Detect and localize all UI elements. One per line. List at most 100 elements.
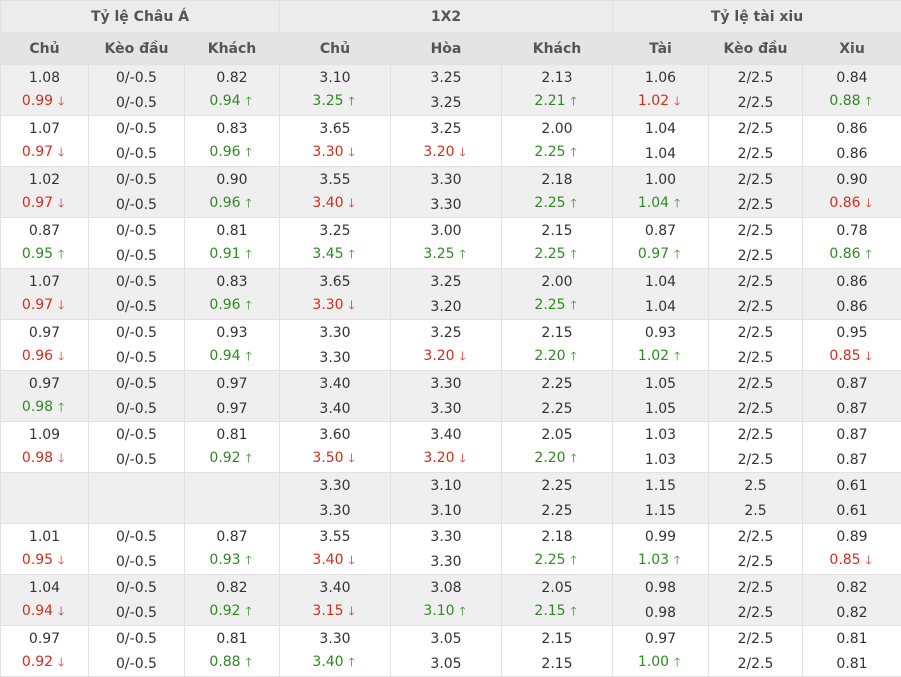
odds-value: 0.93 [645, 325, 676, 341]
arrow-down-icon: 🡓 [55, 653, 67, 674]
odds-value: 2/2.5 [738, 299, 774, 315]
odds-cell: 0.96🡑 [185, 141, 280, 167]
odds-cell [1, 473, 89, 499]
odds-cell: 2.25🡑 [502, 294, 613, 320]
arrow-up-icon: 🡑 [243, 245, 255, 266]
odds-value: 2/2.5 [738, 350, 774, 366]
odds-cell: 0.87 [1, 218, 89, 244]
odds-cell: 2/2.5 [709, 600, 803, 626]
odds-cell: 1.04 [1, 575, 89, 601]
odds-value: 3.30 [430, 172, 461, 188]
odds-value: 0/-0.5 [116, 656, 157, 672]
odds-value: 0.82 [836, 580, 867, 596]
odds-cell: 3.25🡑 [280, 90, 391, 116]
odds-cell: 3.20🡓 [391, 345, 502, 371]
odds-value: 3.30 [430, 554, 461, 570]
odds-value: 2/2.5 [738, 529, 774, 545]
odds-cell: 0.87 [803, 447, 901, 473]
arrow-down-icon: 🡓 [55, 92, 67, 113]
odds-value: 3.30 [319, 325, 350, 341]
odds-cell: 0/-0.5 [89, 141, 185, 167]
odds-cell: 2/2.5 [709, 575, 803, 601]
odds-cell: 2/2.5 [709, 269, 803, 295]
odds-cell: 2/2.5 [709, 90, 803, 116]
odds-value: 0.97 [29, 376, 60, 392]
odds-value: 0.87 [216, 529, 247, 545]
arrow-up-icon: 🡑 [243, 143, 255, 164]
odds-cell: 1.02🡓 [613, 90, 709, 116]
odds-value: 1.04 [29, 580, 60, 596]
odds-cell: 0.97🡓 [1, 192, 89, 218]
odds-cell: 1.00🡑 [613, 651, 709, 677]
odds-value: 1.04 [645, 274, 676, 290]
odds-value: 0.97 [645, 631, 676, 647]
odds-value: 3.08 [430, 580, 461, 596]
arrow-down-icon: 🡓 [55, 296, 67, 317]
odds-value: 1.04 [645, 146, 676, 162]
odds-cell: 0.86 [803, 116, 901, 142]
odds-cell: 0.94🡓 [1, 600, 89, 626]
odds-cell: 2/2.5 [709, 116, 803, 142]
odds-cell: 2/2.5 [709, 167, 803, 193]
odds-value: 2/2.5 [738, 401, 774, 417]
odds-value: 3.40 [319, 580, 350, 596]
arrow-down-icon: 🡓 [346, 449, 358, 470]
odds-cell: 0.85🡓 [803, 549, 901, 575]
odds-value: 3.55 [319, 172, 350, 188]
odds-value: 2.18 [541, 172, 572, 188]
column-header-row: Chủ Kèo đầu Khách Chủ Hòa Khách Tài Kèo … [1, 33, 901, 65]
odds-cell: 2/2.5 [709, 422, 803, 448]
odds-value: 2.15 [541, 631, 572, 647]
odds-value: 0.61 [836, 478, 867, 494]
odds-cell: 0.83 [185, 269, 280, 295]
odds-cell: 3.55 [280, 167, 391, 193]
odds-value: 3.30 [430, 376, 461, 392]
odds-cell: 1.03 [613, 447, 709, 473]
odds-cell: 3.30 [391, 192, 502, 218]
odds-cell: 3.40🡑 [280, 651, 391, 677]
odds-value: 3.10 [423, 603, 454, 619]
odds-cell: 0.98🡓 [1, 447, 89, 473]
arrow-up-icon: 🡑 [671, 347, 683, 368]
odds-cell: 0/-0.5 [89, 396, 185, 422]
odds-cell [185, 498, 280, 524]
arrow-up-icon: 🡑 [243, 449, 255, 470]
odds-cell [185, 473, 280, 499]
odds-cell: 3.25 [391, 269, 502, 295]
odds-value: 0.99 [645, 529, 676, 545]
arrow-up-icon: 🡑 [671, 551, 683, 572]
arrow-down-icon: 🡓 [346, 296, 358, 317]
odds-cell: 0.95 [803, 320, 901, 346]
arrow-down-icon: 🡓 [863, 194, 875, 215]
odds-cell: 1.09 [1, 422, 89, 448]
odds-value: 3.60 [319, 427, 350, 443]
odds-cell: 2.05 [502, 422, 613, 448]
odds-value: 0.78 [836, 223, 867, 239]
odds-cell: 1.02🡑 [613, 345, 709, 371]
arrow-down-icon: 🡓 [55, 143, 67, 164]
odds-cell: 0.99🡓 [1, 90, 89, 116]
arrow-up-icon: 🡑 [346, 245, 358, 266]
odds-value: 1.03 [645, 427, 676, 443]
odds-cell: 0.81 [803, 626, 901, 652]
group-header-over-under: Tỷ lệ tài xiu [613, 1, 901, 33]
odds-cell: 0.61 [803, 473, 901, 499]
odds-value: 3.40 [319, 376, 350, 392]
arrow-up-icon: 🡑 [568, 143, 580, 164]
odds-cell: 2/2.5 [709, 447, 803, 473]
arrow-down-icon: 🡓 [457, 143, 469, 164]
arrow-down-icon: 🡓 [457, 347, 469, 368]
arrow-down-icon: 🡓 [346, 143, 358, 164]
odds-value: 2/2.5 [738, 452, 774, 468]
odds-value: 0/-0.5 [116, 376, 157, 392]
odds-cell: 2/2.5 [709, 524, 803, 550]
odds-cell: 0.96🡓 [1, 345, 89, 371]
odds-value: 0/-0.5 [116, 427, 157, 443]
odds-value: 0.98 [645, 605, 676, 621]
odds-cell: 2.25🡑 [502, 243, 613, 269]
